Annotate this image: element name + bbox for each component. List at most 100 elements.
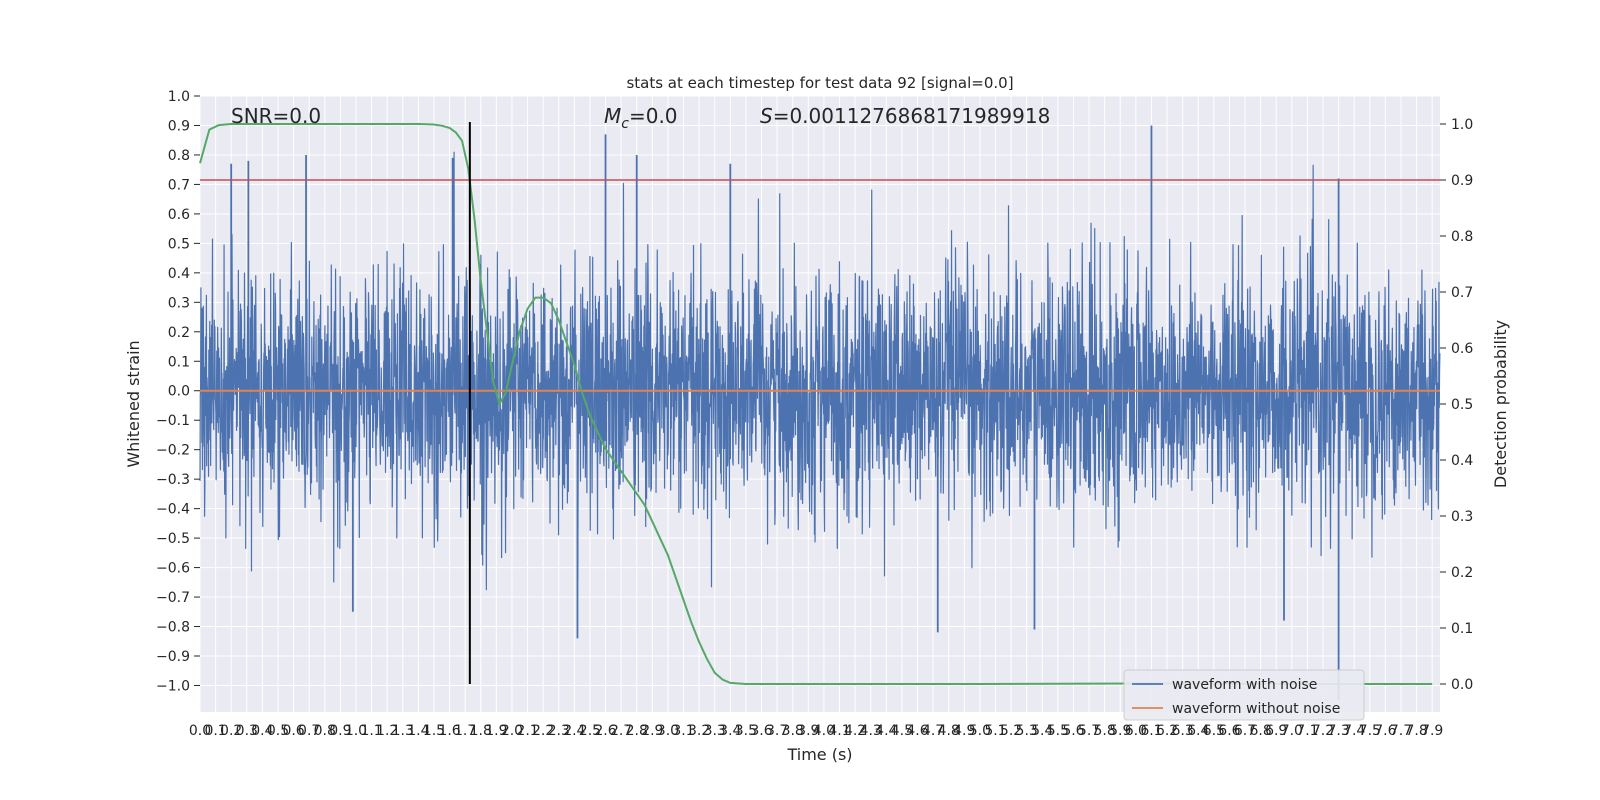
x-tick-label: 3.6 (750, 723, 772, 739)
y2-tick-label: 0.0 (1451, 677, 1473, 693)
y-tick-label: 0.3 (168, 295, 190, 311)
x-tick-label: 3.4 (719, 723, 741, 739)
legend: waveform with noise waveform without noi… (1123, 669, 1365, 721)
y-tick-label: −0.2 (156, 443, 190, 459)
y2-tick-label: 0.5 (1451, 397, 1473, 413)
x-tick-label: 4.6 (906, 723, 928, 739)
chirp-mass-subscript: c (621, 116, 629, 132)
x-tick-label: 2.5 (579, 723, 601, 739)
x-tick-label: 4.3 (860, 723, 882, 739)
x-tick-label: 0.9 (329, 723, 351, 739)
x-tick-label: 1.4 (407, 723, 429, 739)
y-tick-label: −0.6 (156, 561, 190, 577)
y2-tick-label: 1.0 (1451, 117, 1473, 133)
y2-tick-label: 0.8 (1451, 229, 1473, 245)
y-tick-label: −1.0 (156, 678, 190, 694)
y2-tick-label: 0.9 (1451, 173, 1473, 189)
y-tick-label: 0.2 (168, 325, 190, 341)
x-tick-label: 5.8 (1094, 723, 1116, 739)
x-tick-label: 3.5 (735, 723, 757, 739)
x-tick-label: 7.4 (1343, 723, 1365, 739)
x-tick-label: 1.6 (438, 723, 460, 739)
x-tick-label: 7.9 (1421, 723, 1443, 739)
x-tick-label: 4.8 (938, 723, 960, 739)
x-tick-label: 5.5 (1047, 723, 1069, 739)
x-tick-label: 1.2 (376, 723, 398, 739)
x-tick-label: 6.4 (1187, 723, 1209, 739)
y-tick-label: 0.7 (168, 177, 190, 193)
x-tick-label: 5.7 (1078, 723, 1100, 739)
y-tick-label: 0.9 (168, 118, 190, 134)
x-tick-label: 3.7 (766, 723, 788, 739)
legend-box (1123, 669, 1365, 721)
x-tick-label: 0.8 (314, 723, 336, 739)
x-tick-label: 6.0 (1125, 723, 1147, 739)
y-tick-label: −0.9 (156, 649, 190, 665)
x-tick-label: 2.7 (610, 723, 632, 739)
x-tick-label: 5.9 (1109, 723, 1131, 739)
s-annotation: S=0.0011276868171989918 (760, 104, 1050, 128)
x-tick-label: 0.3 (236, 723, 258, 739)
x-tick-label: 6.8 (1249, 723, 1271, 739)
x-tick-label: 2.6 (594, 723, 616, 739)
x-tick-label: 4.2 (844, 723, 866, 739)
x-tick-label: 2.0 (501, 723, 523, 739)
x-tick-label: 7.3 (1327, 723, 1349, 739)
x-tick-label: 7.8 (1405, 723, 1427, 739)
x-tick-label: 3.1 (672, 723, 694, 739)
x-tick-label: 3.8 (782, 723, 804, 739)
x-tick-label: 2.1 (516, 723, 538, 739)
y-tick-label: 0.6 (168, 207, 190, 223)
x-tick-label: 3.2 (688, 723, 710, 739)
y2-axis-ticks: 0.0 0.1 0.2 0.3 0.4 0.5 0.6 0.7 0.8 0.9 1.0 (1440, 117, 1473, 693)
y2-tick-label: 0.4 (1451, 453, 1473, 469)
y-tick-label: 1.0 (168, 89, 190, 105)
y2-tick-label: 0.1 (1451, 621, 1473, 637)
x-axis-label: Time (s) (786, 745, 852, 764)
x-tick-label: 5.2 (1000, 723, 1022, 739)
legend-label-no-noise: waveform without noise (1172, 701, 1340, 717)
y-tick-label: −0.7 (156, 590, 190, 606)
x-tick-label: 4.9 (953, 723, 975, 739)
x-tick-label: 2.3 (548, 723, 570, 739)
x-tick-label: 0.0 (189, 723, 211, 739)
chirp-mass-value: =0.0 (629, 104, 678, 128)
x-tick-label: 7.1 (1296, 723, 1318, 739)
y-tick-label: 0.1 (168, 354, 190, 370)
x-tick-label: 4.7 (922, 723, 944, 739)
y-tick-label: −0.1 (156, 413, 190, 429)
x-tick-label: 4.5 (891, 723, 913, 739)
x-tick-label: 0.2 (220, 723, 242, 739)
chirp-mass-symbol: M (604, 104, 621, 128)
x-tick-label: 6.2 (1156, 723, 1178, 739)
x-tick-label: 0.4 (251, 723, 273, 739)
x-tick-label: 0.5 (267, 723, 289, 739)
y2-tick-label: 0.3 (1451, 509, 1473, 525)
x-axis-ticks: 0.00.10.20.30.40.50.60.70.80.91.01.11.21… (189, 723, 1443, 739)
y-tick-label: 0.5 (168, 236, 190, 252)
x-tick-label: 0.1 (204, 723, 226, 739)
y-tick-label: 0.0 (168, 384, 190, 400)
x-tick-label: 3.3 (704, 723, 726, 739)
x-tick-label: 1.8 (470, 723, 492, 739)
x-tick-label: 4.1 (828, 723, 850, 739)
s-value: =0.0011276868171989918 (773, 104, 1051, 128)
x-tick-label: 5.0 (969, 723, 991, 739)
x-tick-label: 6.5 (1203, 723, 1225, 739)
y-tick-label: −0.4 (156, 502, 190, 518)
x-tick-label: 7.0 (1281, 723, 1303, 739)
x-tick-label: 2.2 (532, 723, 554, 739)
x-tick-label: 4.0 (813, 723, 835, 739)
x-tick-label: 6.9 (1265, 723, 1287, 739)
x-tick-label: 5.3 (1016, 723, 1038, 739)
y-tick-label: 0.8 (168, 148, 190, 164)
x-tick-label: 6.1 (1140, 723, 1162, 739)
x-tick-label: 6.6 (1218, 723, 1240, 739)
x-tick-label: 1.1 (360, 723, 382, 739)
chart-title: stats at each timestep for test data 92 … (626, 74, 1013, 92)
x-tick-label: 2.9 (641, 723, 663, 739)
x-tick-label: 6.3 (1172, 723, 1194, 739)
x-tick-label: 6.7 (1234, 723, 1256, 739)
x-tick-label: 7.7 (1390, 723, 1412, 739)
